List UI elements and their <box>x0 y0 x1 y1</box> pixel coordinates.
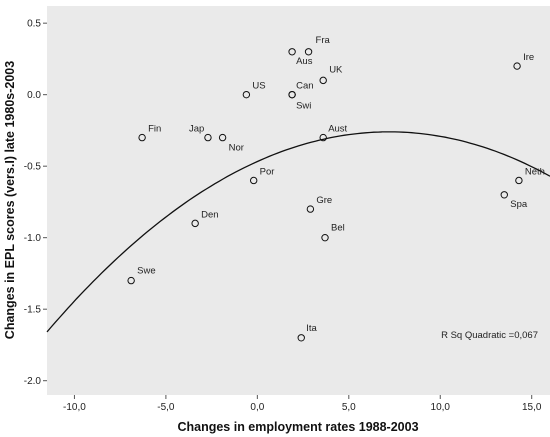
x-tick-label: 10,0 <box>431 402 451 413</box>
r-squared-annotation: R Sq Quadratic =0,067 <box>441 330 538 341</box>
point-marker <box>515 176 523 185</box>
data-point-por: Por <box>249 166 275 185</box>
point-marker <box>204 133 212 142</box>
x-axis: -10,0 -5,0 0,0 5,0 10,0 15,0 <box>63 395 542 413</box>
point-label: Fra <box>316 35 331 46</box>
x-tick-label: 5,0 <box>342 402 356 413</box>
point-marker <box>500 191 508 199</box>
point-marker <box>242 90 251 99</box>
point-label: Aust <box>328 124 347 135</box>
y-tick-label: -2.0 <box>24 376 42 387</box>
data-point-fra: Fra <box>304 35 331 56</box>
point-marker <box>321 233 329 242</box>
point-label: Swe <box>137 266 155 277</box>
data-point-den: Den <box>191 209 219 228</box>
point-label: Den <box>201 209 218 220</box>
point-label: Jap <box>189 124 204 135</box>
data-point-fin: Fin <box>138 124 161 142</box>
point-label: Neth <box>525 166 545 177</box>
data-point-aust: Aust <box>319 124 348 142</box>
x-tick-label: -5,0 <box>157 402 175 413</box>
point-marker <box>191 219 199 228</box>
point-marker <box>304 48 313 56</box>
point-marker <box>138 133 146 142</box>
x-axis-title: Changes in employment rates 1988-2003 <box>177 420 418 434</box>
plot-area <box>47 6 550 395</box>
point-marker <box>127 276 135 285</box>
y-tick-label: -0.5 <box>24 162 42 173</box>
y-axis-title: Changes in EPL scores (vers.I) late 1980… <box>3 61 17 339</box>
data-point-ire: Ire <box>513 52 534 70</box>
y-tick-label: 0.5 <box>27 19 41 30</box>
data-point-spa: Spa <box>500 191 528 210</box>
x-tick-label: -10,0 <box>63 402 86 413</box>
data-point-uk: UK <box>319 64 343 85</box>
point-label: Ire <box>523 52 534 63</box>
data-point-swe: Swe <box>127 266 156 285</box>
data-point-aus: Aus <box>288 48 313 67</box>
y-tick-label: -1.5 <box>24 305 42 316</box>
y-tick-label: -1.0 <box>24 233 42 244</box>
point-label: Swi <box>296 101 311 112</box>
point-marker <box>218 133 227 142</box>
data-point-us: US <box>242 81 266 99</box>
point-label: Nor <box>229 143 244 154</box>
point-marker <box>513 62 521 70</box>
point-marker <box>319 76 327 85</box>
point-marker <box>297 334 305 342</box>
data-point-swi: Swi <box>288 90 311 112</box>
data-point-nor: Nor <box>218 133 244 154</box>
point-marker <box>288 90 296 99</box>
point-label: Por <box>260 166 275 177</box>
y-axis: 0.5 0.0 -0.5 -1.0 -1.5 -2.0 <box>24 19 47 387</box>
quadratic-fit-line <box>46 131 550 333</box>
y-tick-label: 0.0 <box>27 90 41 101</box>
point-label: Ita <box>306 323 317 334</box>
point-label: US <box>252 81 265 92</box>
point-label: Bel <box>331 223 345 234</box>
point-label: Aus <box>296 56 313 67</box>
point-label: Gre <box>316 195 332 206</box>
data-point-neth: Neth <box>515 166 545 185</box>
point-label: Spa <box>510 199 528 210</box>
data-point-jap: Jap <box>189 124 212 142</box>
data-point-bel: Bel <box>321 223 345 242</box>
x-tick-label: 15,0 <box>522 402 542 413</box>
point-label: Can <box>296 81 313 92</box>
x-tick-label: 0,0 <box>250 402 264 413</box>
data-point-ita: Ita <box>297 323 318 342</box>
point-label: Fin <box>148 124 161 135</box>
point-label: UK <box>329 64 343 75</box>
point-marker <box>306 205 315 213</box>
point-marker <box>249 176 258 185</box>
data-point-gre: Gre <box>306 195 332 213</box>
point-marker <box>319 133 327 142</box>
point-marker <box>288 48 296 56</box>
